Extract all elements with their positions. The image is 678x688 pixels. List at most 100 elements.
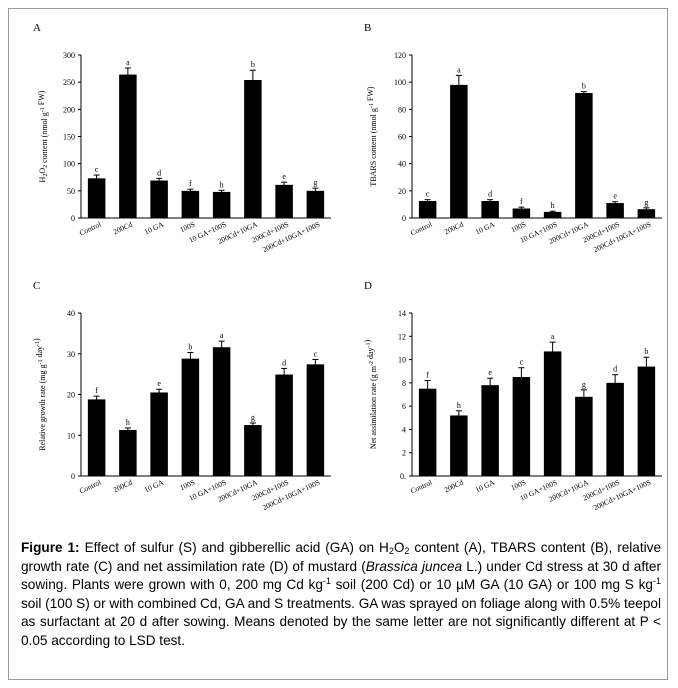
panel-c: C Relative growth rate (mg g-1 day-1) 0 10 2…: [11, 271, 341, 512]
y-axis-label: H2O2 content (nmol g-1 FW): [37, 90, 49, 182]
y-tick-label: 50: [67, 187, 75, 196]
figure-caption: Figure 1: Effect of sulfur (S) and gibbe…: [21, 539, 661, 651]
bar: [150, 392, 168, 476]
panel-b: B TBARS content (nmol g-1 FW) 0 20 40 60 80 100…: [342, 13, 672, 254]
y-tick-label: 2: [402, 449, 406, 458]
y-tick-label: 8: [402, 379, 406, 388]
significance-letter: a: [220, 331, 224, 340]
significance-letter: f: [95, 386, 98, 395]
bar: [543, 351, 562, 476]
chart-d: D Net assimilation rate (g m-2 day-1) 0. 2 4…: [363, 280, 662, 512]
panel-letter: A: [33, 22, 41, 34]
y-tick-label: 60: [398, 133, 406, 142]
significance-letter: a: [551, 332, 555, 341]
significance-letter: a: [457, 65, 461, 74]
significance-letter: h: [457, 401, 461, 410]
significance-letter: c: [95, 165, 99, 174]
bar: [244, 79, 262, 218]
panel-letter: D: [364, 280, 372, 292]
bar: [275, 374, 293, 476]
y-tick-label: 0: [402, 214, 406, 223]
caption-text: Effect of sulfur (S) and gibberellic aci…: [21, 540, 662, 648]
significance-letter: f: [426, 371, 429, 380]
significance-letter: b: [644, 347, 648, 356]
significance-letter: e: [613, 192, 617, 201]
significance-letter: c: [314, 349, 318, 358]
bar: [606, 203, 624, 218]
category-label: 200Cd: [443, 478, 465, 495]
bar: [87, 178, 106, 218]
significance-letter: b: [251, 60, 255, 69]
panel-a: A H2O2 content (nmol g-1 FW) 0 50 100 150 200 2…: [11, 13, 341, 254]
significance-letter: b: [188, 343, 192, 352]
bar: [481, 201, 499, 218]
y-tick-label: 0.: [400, 472, 406, 481]
y-tick-label: 250: [63, 78, 75, 87]
significance-letter: d: [613, 365, 617, 374]
figure-box: A H2O2 content (nmol g-1 FW) 0 50 100 150 200 2…: [8, 8, 668, 680]
significance-letter: e: [157, 379, 161, 388]
bar: [244, 425, 262, 476]
bar: [575, 93, 593, 218]
category-label: 100S: [178, 478, 196, 493]
significance-letter: e: [282, 172, 286, 181]
significance-letter: g: [251, 413, 255, 422]
bar: [150, 180, 168, 218]
significance-letter: c: [426, 190, 430, 199]
bar: [181, 190, 200, 218]
panel-d: D Net assimilation rate (g m-2 day-1) 0. 2 4…: [342, 271, 672, 512]
y-tick-label: 80: [398, 105, 406, 114]
category-label: Control: [409, 220, 434, 238]
category-label: Control: [78, 478, 103, 496]
panel-letter: B: [364, 22, 371, 34]
y-tick-label: 20: [67, 391, 75, 400]
y-tick-label: 30: [67, 350, 75, 359]
bar: [543, 211, 562, 218]
significance-letter: h: [220, 180, 224, 189]
panel-letter: C: [33, 280, 40, 292]
significance-letter: d: [157, 168, 161, 177]
significance-letter: h: [126, 418, 130, 427]
significance-letter: f: [189, 179, 192, 188]
bar: [275, 184, 293, 218]
y-tick-label: 100: [394, 78, 406, 87]
category-label: 100S: [509, 220, 527, 235]
significance-letter: h: [551, 201, 555, 210]
significance-letter: d: [282, 358, 286, 367]
y-tick-label: 0: [71, 214, 75, 223]
category-label: 100S: [178, 220, 196, 235]
y-tick-label: 40: [398, 160, 406, 169]
category-label: 200Cd: [112, 478, 134, 495]
bar: [306, 190, 325, 218]
y-axis-label: TBARS content (nmol g-1 FW): [366, 86, 378, 186]
bar: [481, 385, 499, 476]
category-label: 200Cd: [112, 220, 134, 237]
bar: [212, 347, 231, 476]
bar: [418, 201, 437, 218]
category-label: 10 GA: [474, 219, 497, 236]
y-tick-label: 10: [398, 356, 406, 365]
y-tick-label: 14: [398, 309, 406, 318]
y-tick-label: 300: [63, 51, 75, 60]
significance-letter: g: [582, 380, 586, 389]
bar: [119, 429, 137, 476]
significance-letter: c: [520, 358, 524, 367]
category-label: 10 GA: [474, 477, 497, 494]
y-axis-label: Net assimilation rate (g m-2 day-1): [363, 340, 378, 450]
bar: [450, 415, 468, 476]
bar: [418, 388, 437, 476]
y-tick-label: 10: [67, 431, 75, 440]
chart-b: B TBARS content (nmol g-1 FW) 0 20 40 60 80 100…: [364, 22, 662, 254]
bar: [181, 358, 200, 476]
significance-letter: a: [126, 58, 130, 67]
y-tick-label: 6: [402, 402, 406, 411]
bar: [87, 399, 106, 476]
category-label: 200Cd: [443, 220, 465, 237]
chart-c: C Relative growth rate (mg g-1 day-1) 0 10 2…: [32, 280, 331, 512]
significance-letter: d: [488, 190, 492, 199]
bar: [606, 382, 624, 476]
y-axis-label: Relative growth rate (mg g-1 day-1): [32, 338, 47, 451]
significance-letter: g: [313, 178, 317, 187]
bar: [637, 209, 656, 218]
category-label: 100S: [509, 478, 527, 493]
